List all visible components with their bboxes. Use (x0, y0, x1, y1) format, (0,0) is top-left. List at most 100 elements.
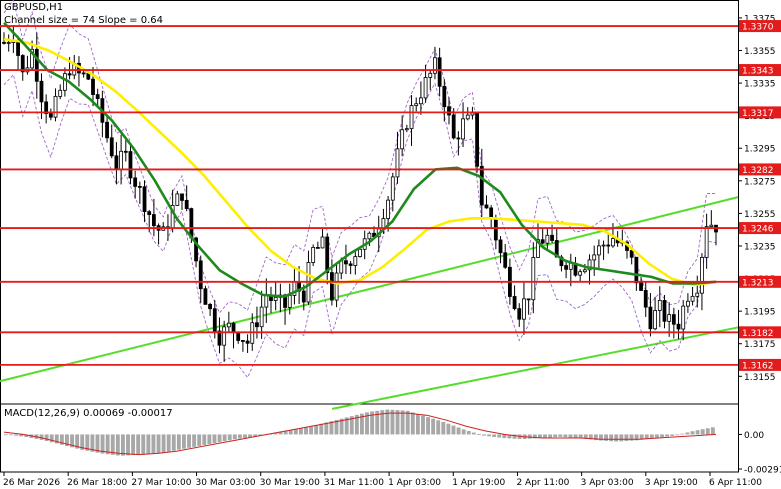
macd-histogram-bar (222, 434, 227, 442)
candle-body (208, 304, 213, 310)
macd-histogram-bar (665, 434, 670, 437)
candle-body (526, 298, 531, 301)
macd-histogram-bar (395, 410, 400, 435)
macd-histogram-bar (329, 421, 334, 435)
price-tick-label: 1.3275 (744, 177, 776, 187)
candle-body (582, 269, 587, 273)
candle-body (568, 262, 573, 270)
candle-body (414, 103, 419, 106)
candle-body (386, 199, 391, 219)
candle-body (137, 185, 142, 188)
candle-body (662, 300, 667, 322)
macd-histogram-bar (431, 418, 436, 435)
candle-body (325, 236, 330, 273)
level-label-box (739, 275, 781, 288)
macd-histogram-bar (400, 410, 405, 435)
macd-histogram-bar (136, 434, 141, 455)
macd-histogram-bar (695, 430, 700, 435)
macd-histogram-bar (614, 434, 619, 442)
level-label: 1.3246 (742, 225, 774, 235)
candle-body (700, 257, 704, 294)
sma-yellow-line (3, 37, 717, 287)
macd-histogram-bar (588, 434, 593, 440)
time-tick-label: 26 Mar 2026 (3, 478, 60, 488)
candle-body (550, 234, 554, 241)
candle-body (587, 259, 592, 271)
candle-body (545, 234, 550, 244)
macd-histogram-bar (85, 434, 90, 451)
candle-body (601, 244, 606, 247)
macd-histogram-bar (390, 409, 395, 435)
macd-histogram-bar (456, 427, 461, 435)
macd-histogram-bar (599, 434, 603, 441)
macd-histogram-bar (100, 434, 105, 454)
price-tick-label: 1.3295 (744, 145, 776, 155)
macd-histogram-bar (563, 434, 568, 438)
candle-body (16, 40, 20, 56)
candle-body (639, 282, 643, 291)
channel-indicator-label: Channel size = 74 Slope = 0.64 (4, 15, 164, 26)
macd-histogram-bar (19, 434, 24, 437)
candle-body (39, 80, 44, 103)
candle-body (180, 193, 184, 201)
bollinger-upper (3, 0, 716, 314)
macd-histogram-bar (309, 426, 314, 435)
candle-body (418, 97, 423, 105)
macd-histogram-bar (548, 434, 553, 438)
macd-histogram-bar (207, 434, 212, 445)
macd-histogram-bar (538, 434, 542, 439)
candle-body (447, 106, 451, 116)
price-tick-label: 1.3375 (744, 14, 776, 24)
candle-body (681, 305, 686, 330)
macd-histogram-bar (334, 419, 339, 435)
level-label-box (739, 222, 781, 235)
candle-body (231, 322, 236, 334)
macd-histogram-bar (558, 434, 563, 437)
macd-histogram-bar (212, 434, 217, 444)
candle-body (320, 236, 325, 249)
channel-line-2 (331, 326, 739, 410)
macd-histogram-bar (110, 434, 115, 455)
macd-histogram-bar (497, 434, 502, 438)
candle-body (456, 137, 461, 140)
chart-frame (0, 0, 739, 473)
time-tick-label: 31 Mar 11:00 (324, 478, 384, 488)
macd-histogram-bar (649, 434, 654, 439)
macd-histogram-bar (4, 434, 8, 436)
macd-label: MACD(12,26,9) 0.00069 -0.00017 (4, 408, 173, 419)
candle-body (151, 214, 156, 227)
candle-body (503, 252, 508, 268)
macd-histogram-bar (685, 432, 690, 435)
level-label: 1.3370 (742, 23, 774, 33)
macd-histogram-bar (80, 434, 85, 450)
macd-histogram-bar (237, 434, 242, 439)
candle-body (34, 48, 39, 82)
level-label-box (739, 326, 781, 339)
candle-body (643, 290, 648, 308)
macd-histogram-bar (476, 434, 481, 435)
macd-histogram-bar (319, 423, 324, 435)
candle-body (409, 105, 414, 130)
macd-histogram-bar (258, 434, 263, 436)
candle-body (564, 265, 569, 270)
candle-body (6, 42, 11, 44)
candle-body (184, 200, 189, 209)
price-tick-label: 1.3235 (744, 242, 776, 252)
macd-histogram-bar (487, 434, 492, 437)
candle-body (592, 254, 597, 261)
candle-body (657, 300, 662, 311)
macd-histogram-bar (700, 429, 705, 435)
macd-histogram-bar (49, 434, 54, 443)
candle-body (423, 77, 428, 99)
sma-green-line (3, 21, 717, 298)
macd-histogram-bar (161, 434, 166, 453)
macd-histogram-bar (314, 424, 319, 435)
macd-histogram-bar (441, 421, 446, 435)
candle-body (189, 208, 194, 239)
macd-histogram-bar (680, 433, 685, 435)
candle-body (451, 114, 456, 139)
candle-body (334, 272, 339, 301)
macd-histogram-bar (634, 434, 639, 441)
macd-histogram-bar (639, 434, 644, 440)
candle-body (648, 306, 653, 330)
